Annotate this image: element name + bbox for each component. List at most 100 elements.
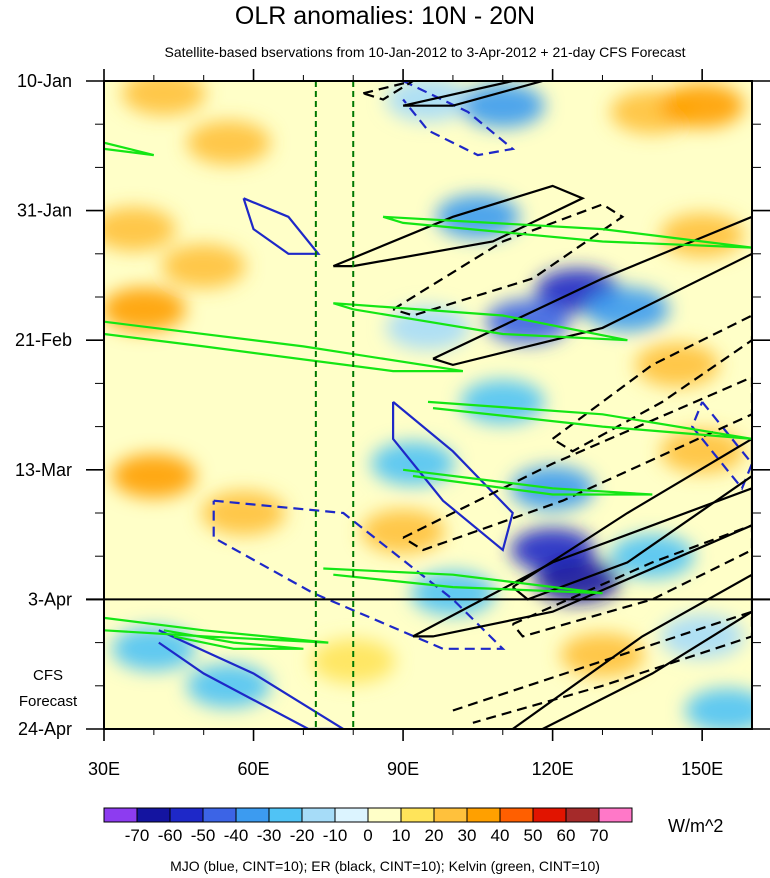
- kelvin-contour-18: [104, 141, 155, 157]
- mjo-contour-2: [392, 401, 514, 552]
- plot-frame: [86, 80, 770, 730]
- colorbar-label: 20: [425, 826, 444, 845]
- colorbar-swatch-7: [334, 807, 369, 823]
- colorbar-swatch-2: [169, 807, 204, 823]
- er-contour-6: [402, 81, 543, 107]
- colorbar-label: -70: [125, 826, 150, 845]
- colorbar-swatch-15: [598, 807, 633, 823]
- er-contour-14: [551, 314, 752, 453]
- kelvin-contour-22: [427, 400, 752, 440]
- wave-contours: [104, 81, 752, 729]
- axes: 10-Jan 31-Jan 21-Feb 13-Mar 3-Apr 24-Apr 30E 60…: [15, 69, 770, 779]
- mjo-contour-3: [212, 499, 506, 650]
- anomaly-cell-6: [104, 207, 176, 252]
- plot-border: [103, 80, 753, 730]
- colorbar-label: -10: [323, 826, 348, 845]
- y-tick-label: 3-Apr: [28, 589, 72, 609]
- kelvin-contour-24: [323, 567, 603, 595]
- er-contour-11: [512, 573, 752, 729]
- colorbar-label: 40: [491, 826, 510, 845]
- colorbar-swatch-0: [103, 807, 138, 823]
- kelvin-contour-26: [163, 629, 304, 650]
- y-tick-label: 10-Jan: [17, 71, 72, 91]
- colorbar-swatch-5: [268, 807, 303, 823]
- chart-subtitle: Satellite-based bservations from 10-Jan-…: [164, 44, 686, 60]
- x-tick-label: 120E: [532, 759, 574, 779]
- colorbar-swatch-4: [235, 807, 270, 823]
- kelvin-contour-25: [104, 616, 329, 644]
- anomaly-cell-26: [361, 509, 446, 554]
- colorbar-swatch-8: [367, 807, 402, 823]
- anomaly-cell-0: [121, 81, 206, 116]
- colorbar-swatch-13: [532, 807, 567, 823]
- mjo-contour-1: [402, 81, 516, 157]
- colorbar-swatch-14: [565, 807, 600, 823]
- chart-title: OLR anomalies: 10N - 20N: [234, 2, 536, 30]
- er-contour-8: [432, 215, 752, 367]
- x-tick-label: 90E: [387, 759, 419, 779]
- anomaly-cell-7: [161, 244, 246, 289]
- x-tick-label: 150E: [681, 759, 723, 779]
- reference-lines: [314, 81, 355, 729]
- x-tick-label: 60E: [238, 759, 270, 779]
- colorbar: -70 -60 -50 -40 -30 -20 -10 0 10 20 30 40 50 60 70: [103, 807, 633, 845]
- kelvin-contour-20: [382, 215, 752, 249]
- anomaly-cell-32: [660, 614, 745, 659]
- colorbar-swatch-3: [202, 807, 237, 823]
- colorbar-label: 10: [392, 826, 411, 845]
- mjo-contour-5: [690, 401, 752, 491]
- anomaly-cell-19: [111, 453, 196, 498]
- anomaly-cell-2: [386, 81, 470, 122]
- forecast-label-line: Forecast: [19, 693, 78, 710]
- mjo-contour-4: [158, 629, 346, 729]
- colorbar-swatch-12: [499, 807, 534, 823]
- colorbar-label: 30: [458, 826, 477, 845]
- er-contour-13: [392, 203, 625, 317]
- colorbar-label: -60: [158, 826, 183, 845]
- y-tick-label: 24-Apr: [18, 719, 72, 739]
- anomaly-cell-24: [610, 534, 695, 579]
- kelvin-contour-19: [104, 320, 464, 373]
- colorbar-swatch-1: [136, 807, 171, 823]
- footer-caption: MJO (blue, CINT=10); ER (black, CINT=10)…: [170, 858, 600, 874]
- forecast-label-line: CFS: [33, 667, 63, 684]
- colorbar-swatch-10: [433, 807, 468, 823]
- anomaly-cell-21: [660, 429, 745, 474]
- anomaly-cell-12: [585, 287, 670, 332]
- anomaly-cell-3: [460, 83, 545, 128]
- y-tick-label: 13-Mar: [15, 460, 72, 480]
- colorbar-swatch-9: [400, 807, 435, 823]
- colorbar-label: -40: [224, 826, 249, 845]
- kelvin-contour-23: [402, 468, 653, 496]
- colorbar-label: -20: [290, 826, 315, 845]
- colorbar-swatch-11: [466, 807, 501, 823]
- mjo-contour-0: [242, 197, 321, 255]
- plot-fill: [104, 81, 752, 729]
- anomaly-cell-30: [560, 632, 645, 677]
- colorbar-label: -30: [257, 826, 282, 845]
- colorbar-label: 50: [524, 826, 543, 845]
- y-tick-label: 31-Jan: [17, 201, 72, 221]
- anomaly-cell-13: [386, 305, 470, 350]
- colorbar-swatch-6: [301, 807, 336, 823]
- colorbar-label: 0: [363, 826, 372, 845]
- colorbar-label: 70: [590, 826, 609, 845]
- er-contour-12: [362, 81, 414, 101]
- y-tick-label: 21-Feb: [15, 330, 72, 350]
- kelvin-contour-21: [332, 302, 628, 342]
- anomaly-cell-16: [460, 379, 545, 424]
- anomaly-cell-8: [104, 287, 186, 332]
- anomaly-cell-15: [635, 342, 720, 387]
- anomaly-cell-11: [485, 299, 570, 344]
- er-contour-10: [412, 487, 752, 638]
- anomaly-cell-31: [685, 688, 752, 729]
- x-tick-label: 30E: [88, 759, 120, 779]
- er-contour-15: [402, 376, 752, 552]
- anomaly-cell-5: [660, 83, 745, 128]
- anomaly-cell-1: [186, 120, 271, 165]
- plot-background: [104, 81, 752, 729]
- colorbar-label: -50: [191, 826, 216, 845]
- units-label: W/m^2: [668, 816, 724, 836]
- er-contour-17: [452, 610, 752, 724]
